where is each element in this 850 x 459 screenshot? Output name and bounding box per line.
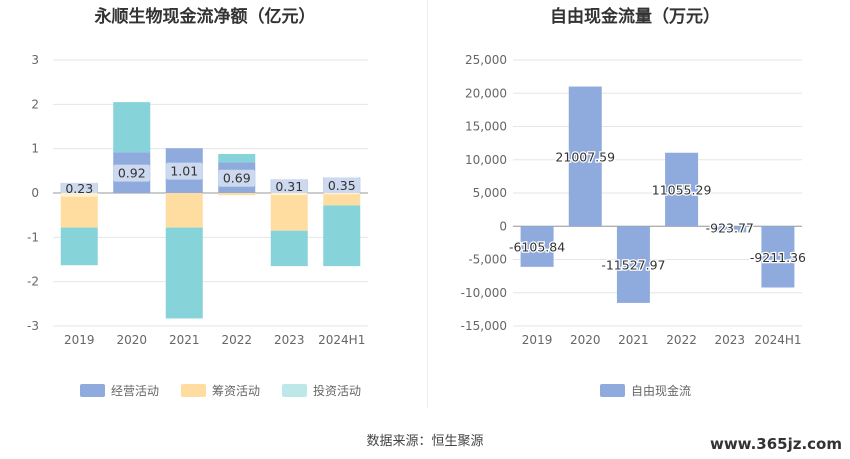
legend-item-free-cash-flow[interactable]: 自由现金流 — [600, 382, 691, 399]
right-chart-legend: 自由现金流 — [600, 382, 713, 399]
x-tick-label: 2019 — [522, 333, 553, 347]
right-chart-title: 自由现金流量（万元） — [550, 7, 720, 27]
chart-divider — [427, 0, 428, 408]
cash-flow-stacked-bar-chart: 3 2 1 0 -1 -2 -3 0.23 2019 0.92 2020 1.01 2021 0.69 20… — [27, 53, 368, 347]
data-label-free-cash-flow: 21007.59 — [555, 149, 615, 164]
left-chart-title: 永顺生物现金流净额（亿元） — [94, 7, 316, 27]
data-label-operating: 0.92 — [118, 166, 146, 181]
left-chart-legend: 经营活动 筹资活动 投资活动 — [80, 382, 383, 399]
data-label-operating: 0.31 — [275, 179, 303, 194]
legend-item-investing[interactable]: 投资活动 — [282, 382, 361, 399]
y-tick-label: -10,000 — [461, 286, 507, 300]
y-tick-label: 0 — [499, 219, 507, 233]
bar-financing — [270, 193, 308, 231]
x-tick-label: 2024H1 — [318, 333, 365, 347]
x-tick-label: 2023 — [274, 333, 305, 347]
bar-free-cash-flow — [713, 226, 747, 233]
bar-financing — [323, 193, 361, 206]
data-label-operating: 0.23 — [65, 181, 93, 196]
data-label-background — [323, 177, 360, 195]
bar-financing — [60, 193, 98, 228]
bar-investing — [218, 153, 256, 163]
x-tick-label: 2020 — [570, 333, 601, 347]
y-tick-label: 1 — [31, 142, 39, 156]
data-label-free-cash-flow: -11527.97 — [601, 258, 665, 273]
legend-swatch-financing — [181, 384, 207, 397]
x-tick-label: 2022 — [221, 333, 252, 347]
data-label-free-cash-flow: -9211.36 — [750, 250, 806, 265]
y-tick-label: 10,000 — [465, 153, 507, 167]
x-tick-label: 2020 — [116, 333, 147, 347]
bar-investing — [165, 227, 203, 319]
bar-investing — [323, 205, 361, 267]
data-label-operating: 0.35 — [328, 178, 356, 193]
bar-free-cash-flow — [665, 152, 699, 227]
x-tick-label: 2022 — [666, 333, 697, 347]
y-tick-label: 25,000 — [465, 53, 507, 67]
data-label-background — [218, 169, 255, 187]
data-label-background — [113, 164, 150, 182]
data-label-background — [271, 178, 308, 196]
legend-swatch-investing — [282, 384, 308, 397]
bar-investing — [113, 102, 151, 153]
x-tick-label: 2021 — [618, 333, 649, 347]
legend-label-operating: 经营活动 — [111, 384, 160, 398]
bar-investing — [270, 230, 308, 267]
bar-free-cash-flow — [568, 86, 602, 227]
data-label-operating: 1.01 — [170, 164, 198, 179]
legend-swatch-operating — [80, 384, 105, 397]
bar-financing — [218, 193, 256, 196]
data-label-background — [61, 179, 98, 197]
bar-free-cash-flow — [761, 226, 795, 288]
data-label-operating: 0.69 — [223, 171, 251, 186]
data-label-free-cash-flow: -923.77 — [706, 220, 754, 235]
bar-financing — [165, 193, 203, 228]
legend-item-operating[interactable]: 经营活动 — [80, 382, 159, 399]
legend-swatch-free-cash-flow — [600, 384, 625, 397]
legend-label-free-cash-flow: 自由现金流 — [631, 384, 692, 398]
data-label-free-cash-flow: 11055.29 — [652, 182, 712, 197]
bar-free-cash-flow — [520, 226, 554, 267]
data-source-note: 数据来源：恒生聚源 — [366, 434, 484, 449]
legend-item-financing[interactable]: 筹资活动 — [181, 382, 260, 399]
data-label-free-cash-flow: -6105.84 — [509, 240, 565, 255]
y-tick-label: 20,000 — [465, 86, 507, 100]
y-tick-label: 5,000 — [473, 186, 507, 200]
y-tick-label: 2 — [31, 97, 39, 111]
y-tick-label: 0 — [31, 186, 39, 200]
x-tick-label: 2019 — [64, 333, 95, 347]
x-tick-label: 2024H1 — [754, 333, 801, 347]
free-cash-flow-bar-chart: 25,000 20,000 15,000 10,000 5,000 0 -5,000 -10,… — [461, 53, 808, 347]
y-tick-label: -2 — [27, 275, 39, 289]
y-tick-label: -3 — [27, 319, 39, 333]
data-label-background — [166, 162, 203, 180]
y-tick-label: 3 — [31, 53, 39, 67]
x-tick-label: 2023 — [714, 333, 745, 347]
y-tick-label: -15,000 — [461, 319, 507, 333]
legend-label-investing: 投资活动 — [313, 384, 362, 398]
y-tick-label: -1 — [27, 230, 39, 244]
x-tick-label: 2021 — [169, 333, 200, 347]
y-tick-label: -5,000 — [468, 253, 507, 267]
site-watermark: www.365jz.com — [709, 435, 842, 453]
bar-free-cash-flow — [616, 226, 650, 303]
legend-label-financing: 筹资活动 — [212, 384, 261, 398]
bar-investing — [60, 227, 98, 266]
y-tick-label: 15,000 — [465, 120, 507, 134]
